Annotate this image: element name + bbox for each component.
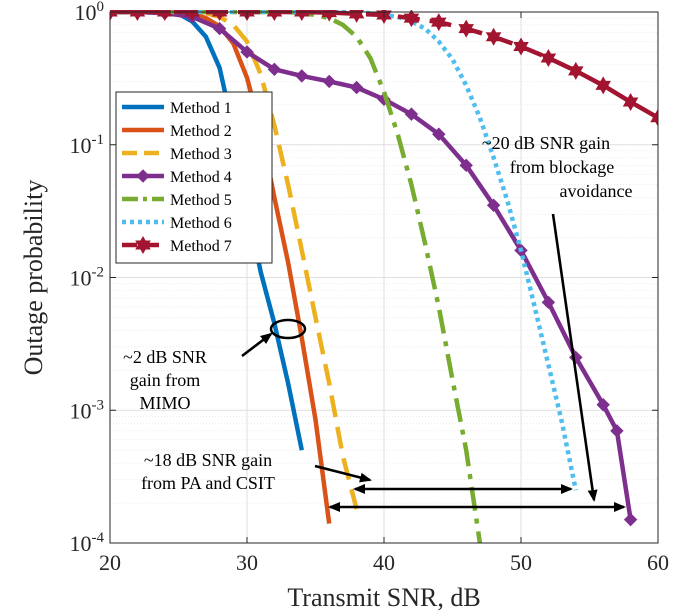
legend-item: Method 3 (122, 146, 232, 163)
series-line (110, 10, 633, 520)
x-tick-label: 50 (510, 550, 532, 575)
annotations: ~2 dB SNR gain from MIMO ~18 dB SNR gain fro… (123, 133, 633, 512)
series-marker (650, 108, 658, 127)
series-method-6 (110, 10, 579, 491)
x-tick-label: 40 (373, 550, 395, 575)
series-marker (267, 62, 282, 77)
series-marker (540, 48, 557, 68)
legend-label: Method 2 (170, 123, 232, 140)
annotation-text: ~18 dB SNR gain from PA and CSIT (141, 450, 275, 493)
series-marker (459, 158, 473, 173)
legend-label: Method 7 (170, 238, 232, 255)
series-marker (458, 19, 474, 38)
series-marker (403, 10, 420, 28)
series-marker (568, 61, 584, 80)
legend-label: Method 1 (170, 100, 232, 117)
y-tick-label: 10-4 (70, 530, 105, 556)
mimo-arrow (241, 332, 273, 358)
series-marker (349, 80, 364, 95)
series-marker (348, 10, 365, 23)
x-tick-label: 20 (99, 550, 121, 575)
blockage-arrow (551, 213, 598, 502)
y-tick-label: 10-3 (70, 397, 105, 423)
series-marker (212, 21, 227, 36)
y-tick-label: 10-2 (70, 265, 105, 291)
series-marker (432, 127, 446, 141)
gain-ellipse (269, 318, 307, 340)
annotation-text: ~2 dB SNR gain from MIMO (123, 347, 207, 413)
ticks: 20 30 40 50 60 100 10-1 10-2 10-3 10-4 (70, 0, 670, 575)
series-line (110, 10, 579, 491)
y-tick-label: 10-1 (70, 132, 105, 158)
series-marker (541, 295, 556, 310)
y-axis-title: Outage probability (19, 180, 48, 376)
pa-csit-arrow (314, 464, 372, 483)
series-line (110, 10, 332, 524)
series-marker (295, 69, 309, 83)
legend-label: Method 3 (170, 146, 232, 163)
annotation-text: ~20 dB SNR gain from blockage avoidance (482, 133, 633, 201)
series-marker (595, 76, 611, 95)
series-marker (240, 45, 254, 59)
series-marker (622, 92, 639, 112)
legend-item: Method 6 (122, 215, 232, 232)
legend-item: Method 1 (122, 100, 232, 117)
series-marker (513, 37, 529, 56)
series-marker (596, 398, 610, 412)
series-marker (485, 27, 502, 46)
series-layer (110, 10, 658, 544)
legend-item: Method 4 (122, 169, 232, 186)
series-marker (623, 512, 638, 527)
x-tick-label: 30 (236, 550, 258, 575)
series-marker (322, 74, 336, 89)
series-marker (321, 10, 337, 22)
legend-item: Method 7 (122, 235, 232, 255)
x-axis-title: Transmit SNR, dB (287, 583, 480, 612)
series-method-2 (110, 10, 332, 524)
legend-item: Method 2 (122, 123, 232, 140)
series-marker (404, 107, 419, 121)
legend: Method 1 Method 2 Method 3 Method 4 Method 5… (115, 91, 273, 264)
series-marker (610, 424, 624, 438)
legend-label: Method 6 (170, 215, 232, 232)
series-marker (486, 198, 501, 212)
legend-label: Method 5 (170, 192, 232, 209)
legend-item: Method 5 (122, 192, 232, 209)
series-marker (136, 169, 150, 183)
y-tick-label: 100 (75, 0, 105, 25)
series-marker (135, 235, 151, 255)
x-tick-label: 60 (647, 550, 669, 575)
legend-label: Method 4 (170, 169, 232, 186)
series-method-4 (110, 10, 638, 527)
series-marker (431, 13, 447, 32)
